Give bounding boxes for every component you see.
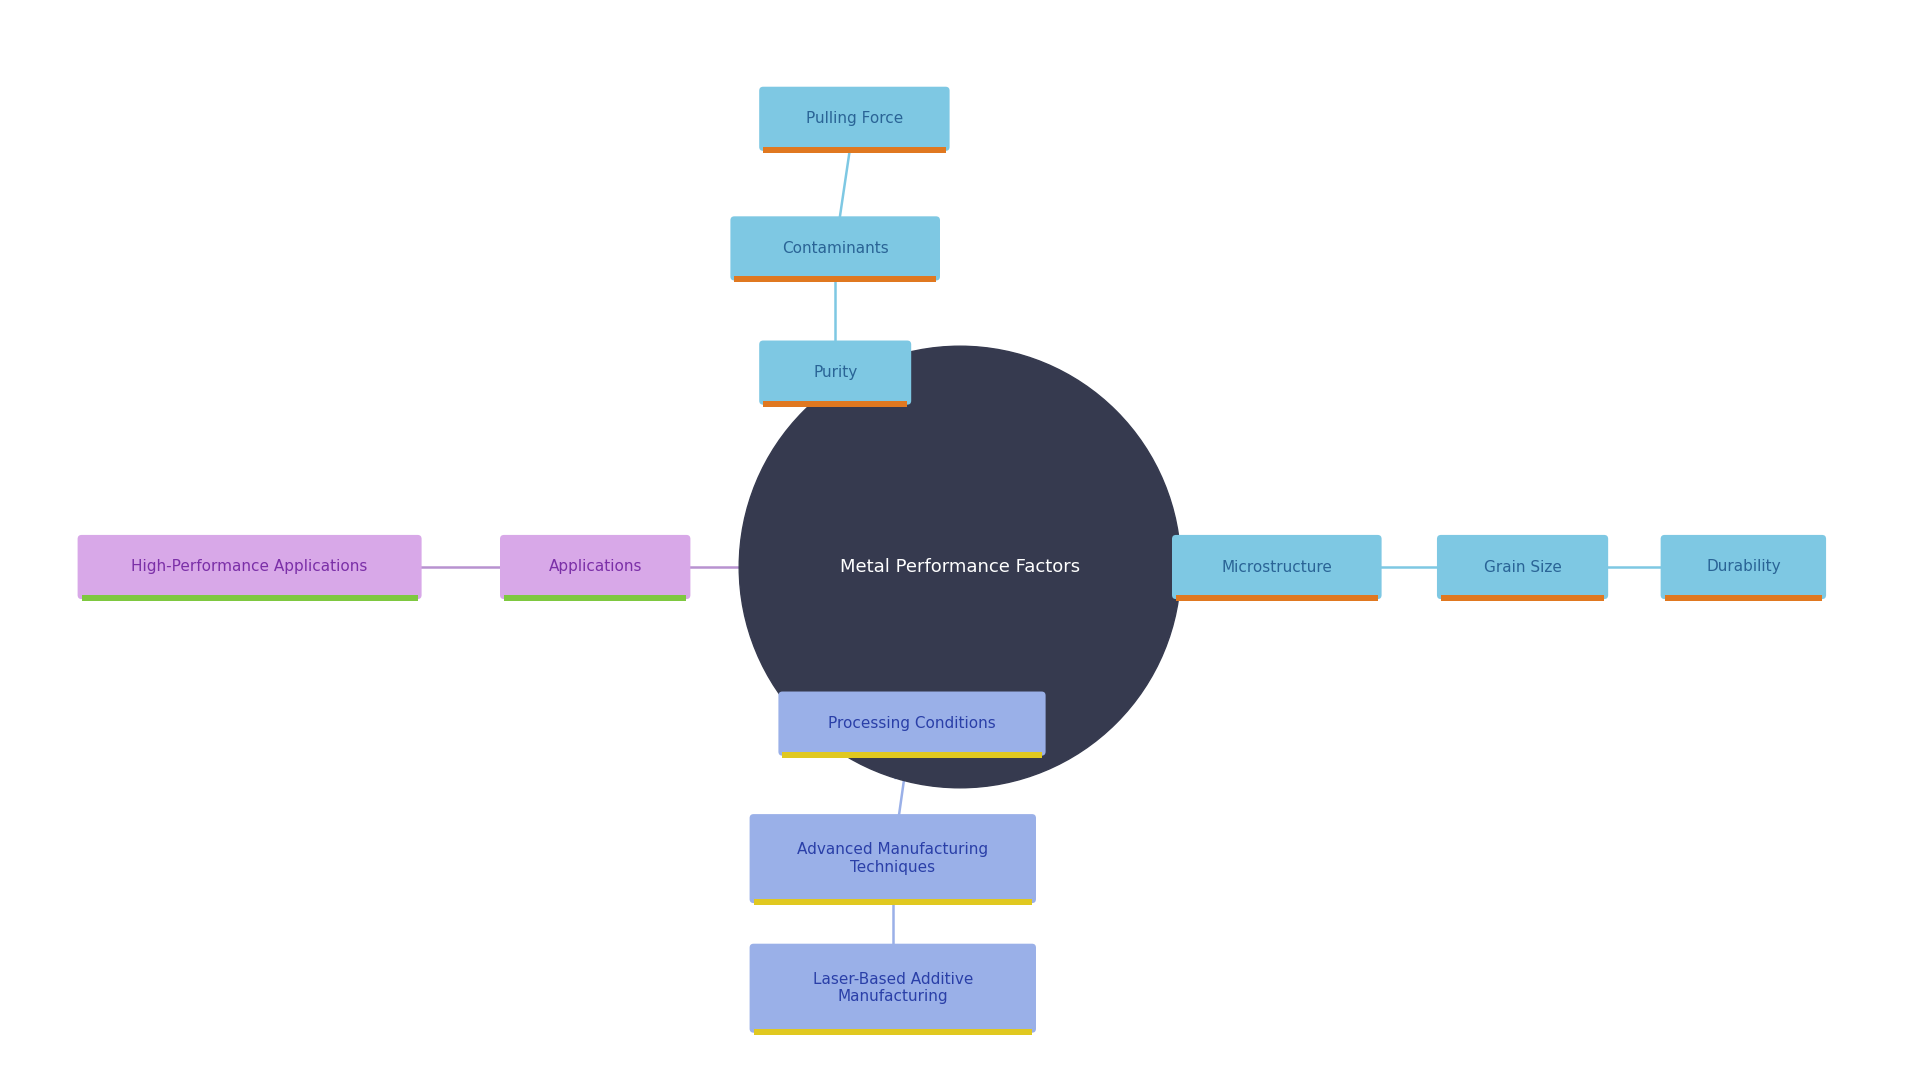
- FancyBboxPatch shape: [755, 1028, 1033, 1035]
- FancyBboxPatch shape: [1665, 595, 1822, 602]
- FancyBboxPatch shape: [758, 340, 912, 405]
- Text: Processing Conditions: Processing Conditions: [828, 716, 996, 731]
- Text: Microstructure: Microstructure: [1221, 559, 1332, 575]
- FancyBboxPatch shape: [764, 401, 908, 407]
- FancyBboxPatch shape: [749, 944, 1037, 1032]
- FancyBboxPatch shape: [762, 147, 945, 153]
- FancyBboxPatch shape: [749, 814, 1037, 903]
- FancyBboxPatch shape: [1177, 595, 1379, 602]
- Circle shape: [739, 347, 1181, 787]
- Text: High-Performance Applications: High-Performance Applications: [131, 559, 369, 575]
- Text: Pulling Force: Pulling Force: [806, 111, 902, 126]
- FancyBboxPatch shape: [758, 86, 950, 151]
- FancyBboxPatch shape: [755, 899, 1033, 905]
- FancyBboxPatch shape: [77, 535, 422, 599]
- Text: Applications: Applications: [549, 559, 641, 575]
- FancyBboxPatch shape: [783, 752, 1041, 758]
- FancyBboxPatch shape: [1436, 535, 1609, 599]
- Text: Durability: Durability: [1707, 559, 1780, 575]
- FancyBboxPatch shape: [735, 276, 937, 283]
- FancyBboxPatch shape: [1661, 535, 1826, 599]
- Text: Grain Size: Grain Size: [1484, 559, 1561, 575]
- Text: Contaminants: Contaminants: [781, 241, 889, 256]
- Text: Purity: Purity: [812, 365, 858, 380]
- FancyBboxPatch shape: [83, 595, 419, 602]
- FancyBboxPatch shape: [730, 216, 941, 281]
- Text: Advanced Manufacturing
Techniques: Advanced Manufacturing Techniques: [797, 842, 989, 875]
- Text: Metal Performance Factors: Metal Performance Factors: [839, 558, 1081, 576]
- FancyBboxPatch shape: [1171, 535, 1382, 599]
- FancyBboxPatch shape: [503, 595, 687, 602]
- Text: Laser-Based Additive
Manufacturing: Laser-Based Additive Manufacturing: [812, 972, 973, 1004]
- FancyBboxPatch shape: [1442, 595, 1605, 602]
- FancyBboxPatch shape: [499, 535, 691, 599]
- FancyBboxPatch shape: [778, 691, 1046, 756]
